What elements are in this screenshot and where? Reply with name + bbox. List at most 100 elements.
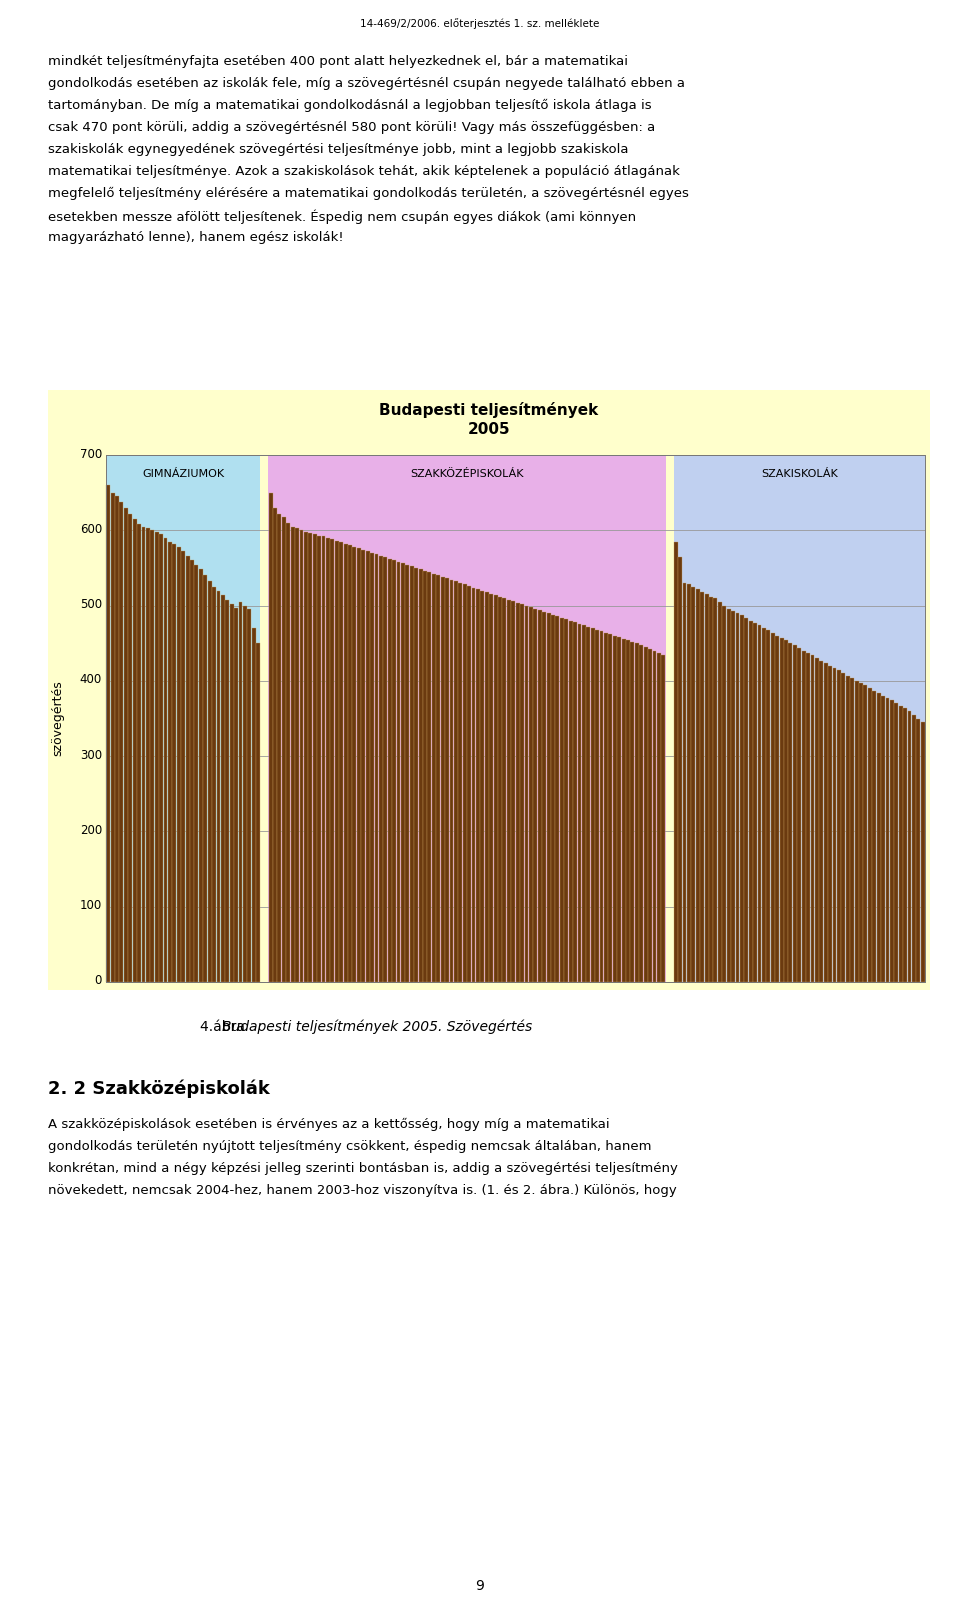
Bar (190, 560, 194, 982)
Text: növekedett, nemcsak 2004-hez, hanem 2003-hoz viszonyítva is. (1. és 2. ábra.) Kü: növekedett, nemcsak 2004-hez, hanem 2003… (48, 1184, 677, 1197)
Bar (379, 556, 383, 982)
Bar (609, 634, 612, 982)
Bar (458, 582, 463, 982)
Bar (401, 563, 405, 982)
Bar (631, 642, 635, 982)
Bar (516, 603, 519, 982)
Bar (427, 573, 431, 982)
Bar (423, 571, 427, 982)
Bar (798, 648, 802, 982)
Bar (520, 603, 524, 982)
Text: szövegértés: szövegértés (52, 681, 64, 756)
Bar (124, 508, 128, 982)
Bar (854, 681, 858, 982)
Bar (766, 631, 770, 982)
Bar (810, 655, 814, 982)
Bar (151, 531, 155, 982)
Bar (568, 621, 572, 982)
Bar (890, 700, 894, 982)
Bar (415, 568, 419, 982)
Text: Budapesti teljesítmények: Budapesti teljesítmények (379, 402, 599, 418)
Bar (366, 552, 370, 982)
Text: 500: 500 (80, 598, 102, 611)
Bar (199, 569, 203, 982)
Bar (674, 455, 925, 982)
Text: 100: 100 (80, 898, 102, 913)
Text: 14-469/2/2006. előterjesztés 1. sz. melléklete: 14-469/2/2006. előterjesztés 1. sz. mell… (360, 18, 600, 29)
Bar (163, 537, 167, 982)
Bar (119, 502, 123, 982)
Text: esetekben messze afölött teljesítenek. Éspedig nem csupán egyes diákok (ami könn: esetekben messze afölött teljesítenek. É… (48, 210, 636, 224)
Bar (304, 532, 308, 982)
Bar (234, 608, 238, 982)
Bar (776, 636, 780, 982)
Bar (308, 532, 312, 982)
Bar (410, 566, 414, 982)
Bar (322, 536, 325, 982)
Bar (595, 629, 599, 982)
Text: 400: 400 (80, 673, 102, 687)
Bar (357, 548, 361, 982)
Text: 300: 300 (80, 748, 102, 761)
Bar (757, 626, 761, 982)
Bar (490, 594, 493, 982)
Bar (185, 556, 189, 982)
Bar (587, 627, 590, 982)
Bar (788, 644, 792, 982)
Bar (876, 694, 880, 982)
Bar (498, 597, 502, 982)
Bar (815, 658, 819, 982)
Bar (243, 605, 247, 982)
Bar (657, 653, 660, 982)
Bar (383, 558, 387, 982)
Bar (485, 592, 489, 982)
Bar (155, 532, 158, 982)
Bar (529, 606, 533, 982)
Bar (600, 631, 604, 982)
Bar (502, 598, 506, 982)
Bar (744, 618, 748, 982)
Bar (348, 545, 352, 982)
Bar (546, 613, 550, 982)
Bar (622, 639, 626, 982)
Bar (405, 565, 409, 982)
Bar (551, 615, 555, 982)
Text: matematikai teljesítménye. Azok a szakiskolások tehát, akik képtelenek a populác: matematikai teljesítménye. Azok a szakis… (48, 165, 680, 177)
Text: mindkét teljesítményfajta esetében 400 pont alatt helyezkednek el, bár a matemat: mindkét teljesítményfajta esetében 400 p… (48, 55, 628, 68)
Bar (436, 576, 441, 982)
Bar (590, 627, 594, 982)
Bar (110, 492, 114, 982)
Bar (441, 577, 444, 982)
Bar (644, 647, 648, 982)
Bar (793, 645, 797, 982)
Bar (696, 589, 700, 982)
Bar (771, 632, 775, 982)
Bar (868, 689, 872, 982)
Bar (735, 613, 739, 982)
Bar (678, 556, 682, 982)
Bar (718, 602, 722, 982)
Bar (300, 531, 303, 982)
Bar (177, 547, 180, 982)
Bar (146, 527, 150, 982)
Bar (832, 668, 836, 982)
Bar (819, 661, 824, 982)
Bar (396, 561, 400, 982)
Bar (507, 600, 511, 982)
Bar (846, 676, 850, 982)
Bar (195, 565, 199, 982)
Bar (709, 597, 713, 982)
Bar (454, 581, 458, 982)
Text: konkrétan, mind a négy képzési jelleg szerinti bontásban is, addig a szövegértés: konkrétan, mind a négy képzési jelleg sz… (48, 1161, 678, 1174)
Bar (181, 552, 185, 982)
Bar (317, 536, 321, 982)
Bar (713, 598, 717, 982)
Text: 4.ábra: 4.ábra (200, 1019, 250, 1034)
Text: 600: 600 (80, 523, 102, 536)
Bar (885, 698, 889, 982)
Text: magyarázható lenne), hanem egész iskolák!: magyarázható lenne), hanem egész iskolák… (48, 231, 344, 244)
Bar (282, 516, 286, 982)
Bar (538, 610, 541, 982)
Bar (371, 553, 374, 982)
Bar (524, 605, 528, 982)
